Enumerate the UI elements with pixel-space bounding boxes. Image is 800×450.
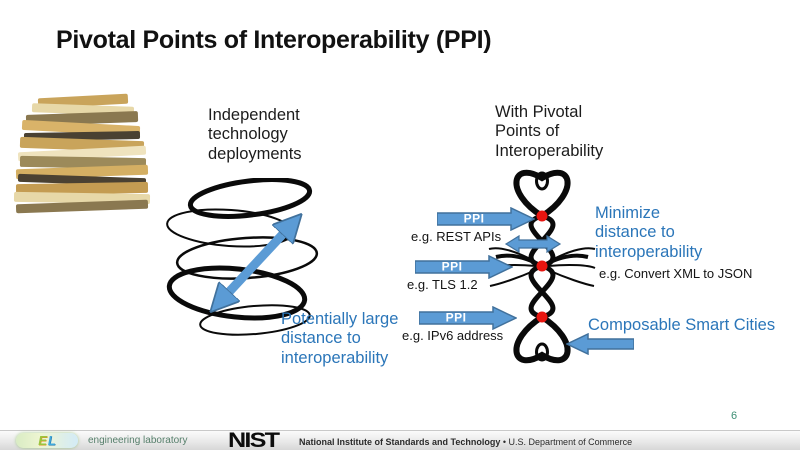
commerce-dept-label: U.S. Department of Commerce (508, 437, 633, 447)
with-ppi-heading: With Pivotal Points of Interoperability (495, 103, 604, 160)
composable-left-arrow (565, 332, 635, 356)
ppi-arrow-label: PPI (463, 211, 485, 226)
nist-agency-name: National Institute of Standards and Tech… (299, 437, 501, 447)
folder-stack-graphic (13, 93, 151, 214)
ppi-arrow-ipv6: PPI (419, 306, 517, 330)
convert-xml-json-example: e.g. Convert XML to JSON (599, 266, 753, 281)
ppi-example-ipv6: e.g. IPv6 address (402, 328, 504, 343)
nist-agency-line: National Institute of Standards and Tech… (299, 437, 632, 447)
engineering-laboratory-logo: E L (16, 433, 78, 448)
ppi-arrow-label: PPI (445, 310, 467, 325)
ppi-arrow-tls: PPI (415, 255, 513, 279)
large-distance-scribble-graphic (155, 177, 350, 340)
el-logo-letter-l: L (47, 433, 56, 448)
minimize-double-arrow (504, 234, 562, 254)
footer-bullet: • (502, 437, 507, 447)
page-number: 6 (731, 410, 738, 422)
footer-bar: E L engineering laboratory NIST National… (0, 429, 800, 450)
ppi-example-rest-apis: e.g. REST APIs (411, 229, 502, 244)
ppi-example-tls: e.g. TLS 1.2 (407, 277, 478, 292)
distance-double-arrow (216, 220, 296, 306)
ppi-arrow-rest-apis: PPI (437, 207, 535, 231)
el-logo-letter-e: E (38, 433, 47, 448)
nist-logo: NIST (228, 429, 280, 450)
ppi-arrow-label: PPI (441, 259, 463, 274)
folder-stack-image (8, 92, 156, 214)
minimize-distance-caption: Minimize distance to interoperability (595, 204, 703, 261)
potentially-large-distance-caption: Potentially large distance to interopera… (281, 310, 399, 367)
ppi-dot-1 (536, 210, 548, 222)
ppi-chain-graphic (486, 164, 598, 378)
engineering-laboratory-label: engineering laboratory (88, 435, 188, 446)
composable-smart-cities-label: Composable Smart Cities (588, 316, 776, 334)
ppi-dot-2 (536, 260, 548, 272)
slide-title: Pivotal Points of Interoperability (PPI) (56, 26, 492, 54)
independent-deployments-heading: Independent technology deployments (208, 106, 302, 163)
ppi-dot-3 (536, 311, 548, 323)
